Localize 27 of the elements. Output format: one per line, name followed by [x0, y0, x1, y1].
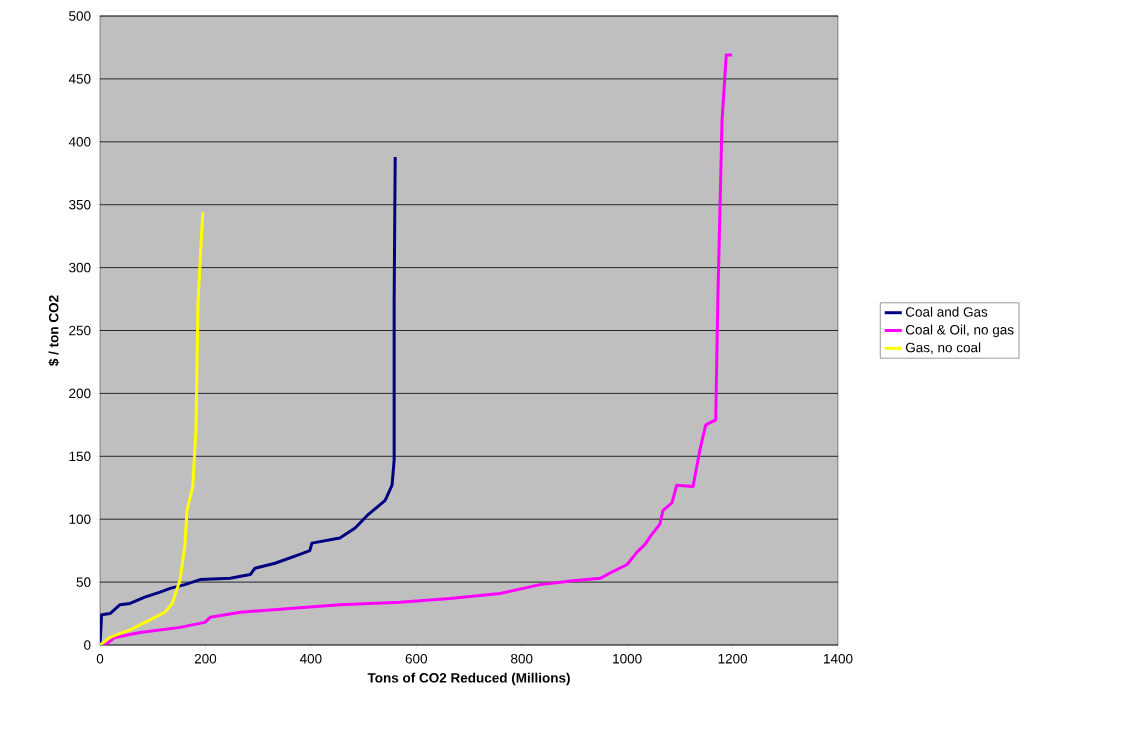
legend-label: Gas, no coal [905, 342, 981, 354]
y-tick-label: 200 [69, 388, 91, 399]
legend-label: Coal & Oil, no gas [905, 324, 1014, 338]
y-tick-label: 500 [69, 11, 91, 21]
y-tick-label: 350 [69, 199, 91, 210]
x-axis-title: Tons of CO2 Reduced (Millions) [367, 672, 570, 686]
x-tick-label: 1200 [718, 653, 748, 664]
x-tick-label: 800 [511, 653, 533, 664]
y-axis-title: $ / ton CO2 [48, 295, 60, 366]
x-tick-label: 600 [405, 653, 428, 664]
x-tick-label: 0 [96, 653, 104, 664]
y-tick-label: 150 [69, 451, 91, 462]
y-tick-label: 50 [76, 577, 91, 587]
x-tick-label: 1000 [613, 653, 642, 664]
x-tick-label: 1400 [824, 653, 853, 664]
y-tick-label: 450 [68, 74, 91, 84]
y-tick-label: 0 [84, 640, 91, 650]
y-tick-label: 250 [69, 325, 91, 336]
legend-label: Coal and Gas [905, 306, 988, 317]
y-tick-label: 400 [68, 137, 91, 147]
x-tick-label: 400 [299, 653, 322, 664]
y-tick-label: 100 [69, 514, 91, 524]
line-series [100, 210, 205, 645]
line-series [100, 155, 397, 645]
y-tick-label: 300 [69, 262, 91, 273]
line-series [103, 53, 734, 645]
x-tick-label: 200 [194, 653, 217, 664]
